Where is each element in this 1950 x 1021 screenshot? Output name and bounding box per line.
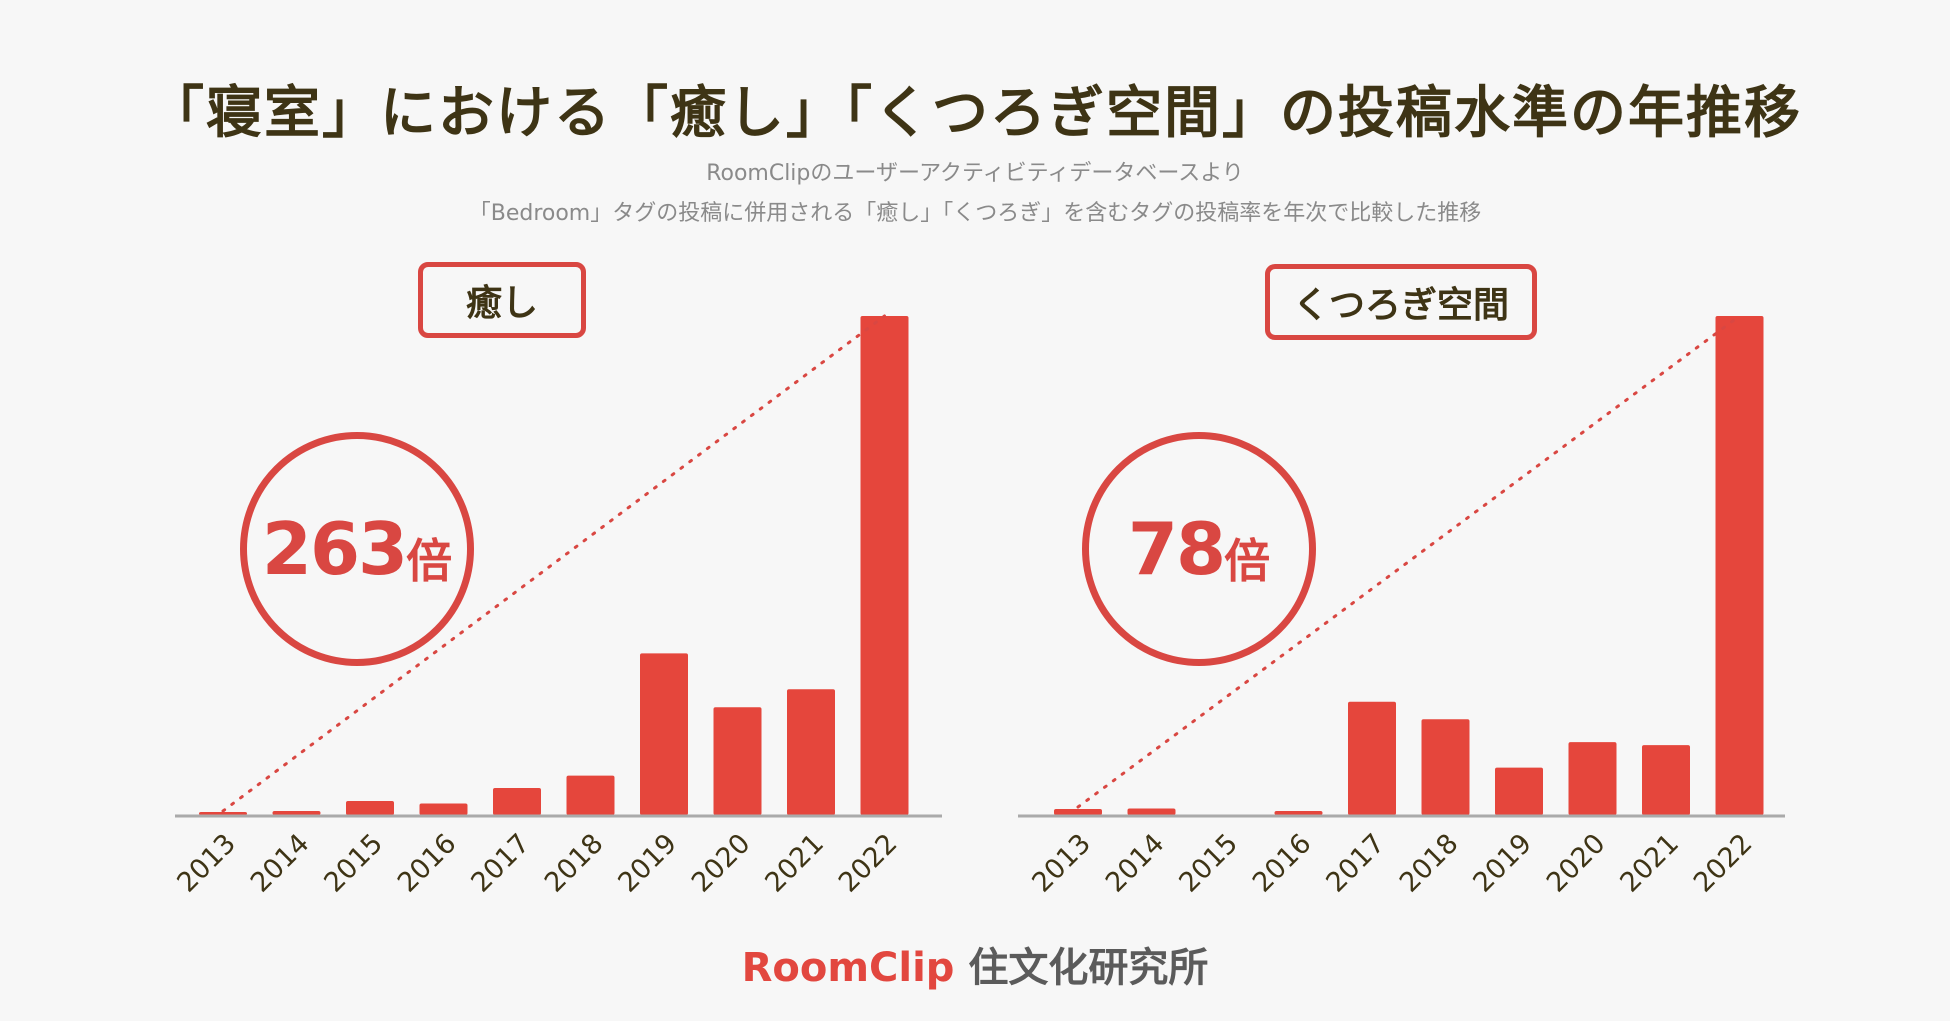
chart-1-bar-2020 — [713, 707, 762, 815]
chart-1-multiplier-value: 263 — [261, 507, 408, 591]
chart-2-bar-2022 — [1715, 316, 1764, 815]
chart-1-bar-2018 — [566, 775, 615, 815]
chart-2-tick-label-2018: 2018 — [1394, 828, 1465, 899]
chart-1-tick-label-2022: 2022 — [833, 828, 904, 899]
chart-2-bar-2019 — [1495, 767, 1543, 815]
chart-1-tick-label-2021: 2021 — [759, 828, 830, 899]
chart-2-bar-2013 — [1054, 809, 1102, 815]
chart-2-tick-label-2022: 2022 — [1688, 828, 1759, 899]
chart-1-multiplier-unit: 倍 — [406, 534, 453, 588]
chart-1-bar-2017 — [493, 788, 541, 815]
chart-1-multiplier-badge: 263 倍 — [240, 432, 474, 666]
page-title: 「寝室」における「癒し」「くつろぎ空間」の投稿水準の年推移 — [148, 81, 1802, 146]
chart-1-tick-label-2020: 2020 — [686, 828, 757, 899]
chart-2-tick-label-2014: 2014 — [1100, 828, 1171, 899]
chart-2-multiplier-badge: 78 倍 — [1082, 432, 1316, 666]
chart-1-tick-label-2016: 2016 — [392, 828, 463, 899]
chart-1-bar-2021 — [787, 689, 835, 815]
chart-2-bar-2018 — [1421, 719, 1470, 815]
footer: RoomClip 住文化研究所 — [0, 935, 1950, 993]
chart-2-multiplier-unit: 倍 — [1224, 534, 1271, 588]
chart-2-tick-label-2015: 2015 — [1173, 828, 1244, 899]
chart-2-bar-2014 — [1127, 808, 1176, 815]
chart-1-title-box: 癒し — [418, 262, 586, 338]
chart-2-bar-2016 — [1274, 811, 1323, 815]
chart-2-tick-label-2013: 2013 — [1026, 828, 1097, 899]
chart-2-bar-2021 — [1642, 745, 1690, 815]
chart-1-bar-2014 — [272, 811, 321, 815]
chart-2-tick-label-2016: 2016 — [1247, 828, 1318, 899]
chart-1-tick-label-2018: 2018 — [539, 828, 610, 899]
chart-1-tick-label-2014: 2014 — [245, 828, 316, 899]
chart-2-bar-2020 — [1568, 742, 1617, 815]
chart-2-title: くつろぎ空間 — [1292, 285, 1509, 326]
brand-logo-text: RoomClip — [741, 945, 955, 991]
chart-2-tick-label-2021: 2021 — [1614, 828, 1685, 899]
subtitle-line-2: 「Bedroom」タグの投稿に併用される「癒し」「くつろぎ」を含むタグの投稿率を… — [468, 201, 1482, 226]
chart-2-tick-label-2020: 2020 — [1541, 828, 1612, 899]
chart-1-tick-label-2015: 2015 — [318, 828, 389, 899]
chart-1-tick-label-2017: 2017 — [465, 828, 536, 899]
chart-1-bar-2016 — [419, 803, 468, 815]
chart-2-title-box: くつろぎ空間 — [1265, 264, 1537, 340]
chart-1-tick-label-2013: 2013 — [171, 828, 242, 899]
footer-org-name: 住文化研究所 — [968, 945, 1209, 991]
chart-1-tick-label-2019: 2019 — [612, 828, 683, 899]
chart-1-bar-2015 — [346, 801, 394, 815]
chart-1-bar-2022 — [860, 316, 909, 815]
chart-1-title: 癒し — [465, 283, 538, 324]
chart-2-tick-label-2017: 2017 — [1320, 828, 1391, 899]
chart-2-multiplier-value: 78 — [1127, 507, 1226, 591]
chart-1-bar-2019 — [640, 653, 688, 815]
chart-1-bar-2013 — [199, 812, 247, 815]
subtitle-line-1: RoomClipのユーザーアクティビティデータベースより — [706, 161, 1244, 186]
chart-2-tick-label-2019: 2019 — [1467, 828, 1538, 899]
chart-2-bar-2017 — [1348, 701, 1396, 815]
